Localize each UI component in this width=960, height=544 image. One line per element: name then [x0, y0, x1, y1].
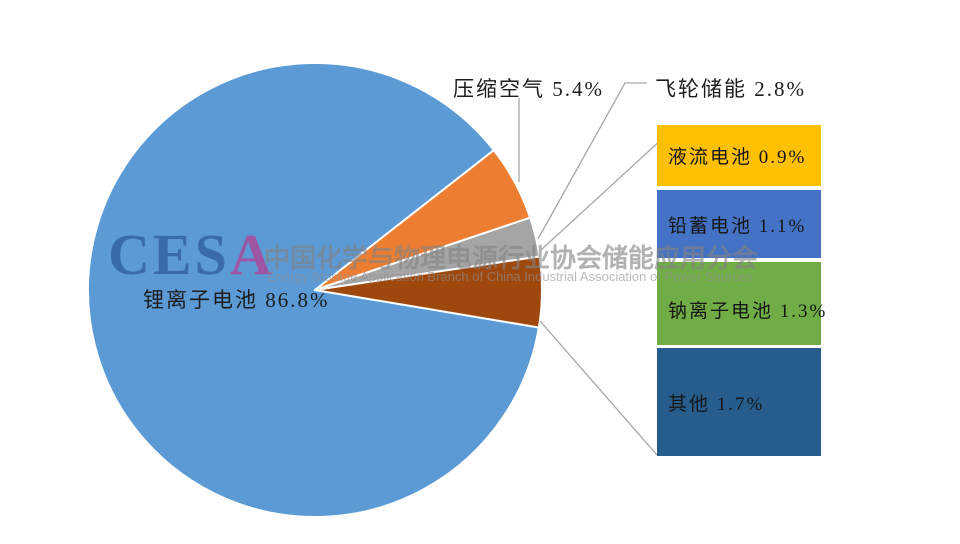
callout-label-other: 其他 1.7% [668, 393, 765, 415]
callout-label-lead-acid: 铅蓄电池 1.1% [668, 215, 807, 237]
callout-box-flow-battery: 液流电池 0.9% [657, 125, 821, 186]
pie-slice-3-4-5-6 [314, 255, 543, 329]
leader-line-flow-battery [540, 127, 675, 251]
label-lithium-ion: 锂离子电池 86.8% [143, 288, 330, 312]
label-flywheel: 飞轮储能 2.8% [655, 77, 806, 101]
callout-box-other: 其他 1.7% [657, 348, 821, 456]
pie-slice-0 [87, 62, 540, 518]
label-compressed-air: 压缩空气 5.4% [453, 77, 604, 101]
leader-line-other [539, 320, 658, 456]
callout-label-sodium-ion: 钠离子电池 1.3% [668, 301, 828, 322]
callout-label-flow-battery: 液流电池 0.9% [668, 147, 807, 168]
leader-line-flywheel [537, 82, 647, 240]
callout-box-sodium-ion: 钠离子电池 1.3% [657, 262, 825, 345]
callout-box-lead-acid: 铅蓄电池 1.1% [657, 190, 821, 258]
pie-slices-group [87, 62, 543, 518]
